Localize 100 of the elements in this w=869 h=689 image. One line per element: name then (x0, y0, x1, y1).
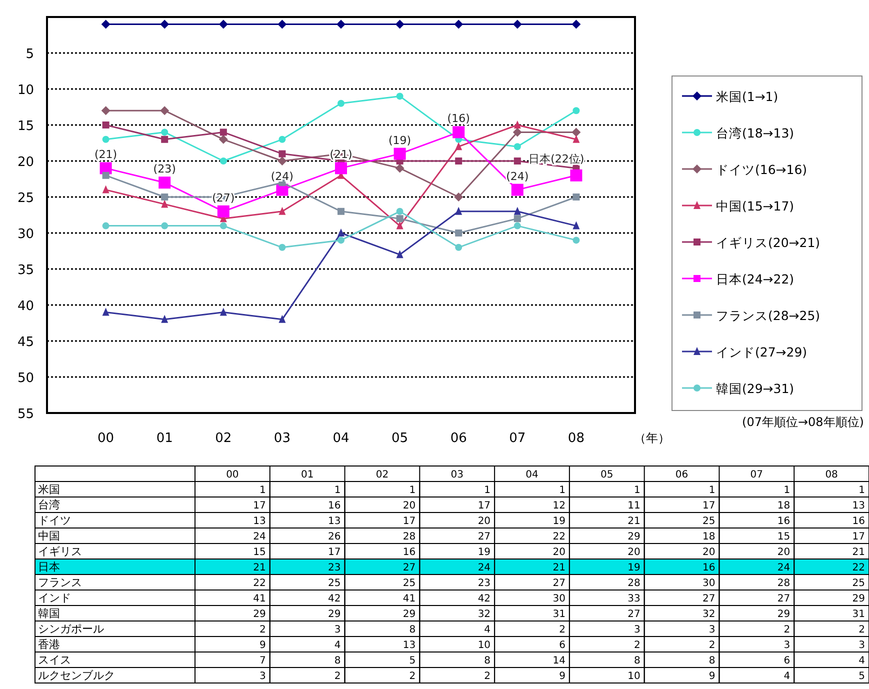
data-label: 32 (702, 609, 716, 620)
point (512, 20, 522, 29)
data-label: 20 (702, 547, 716, 558)
data-label: 2 (409, 671, 416, 682)
point (160, 20, 170, 29)
data-label: 8 (334, 656, 341, 666)
data-label: 20 (552, 547, 566, 558)
data-label: 41 (402, 594, 416, 604)
point (572, 134, 580, 143)
data-label: 15 (777, 532, 790, 542)
data-label: 13 (328, 516, 341, 527)
data-label: 17 (328, 547, 341, 558)
data-label: 41 (253, 594, 266, 604)
data-label: 20 (402, 500, 416, 512)
point (218, 20, 228, 29)
data-label: 26 (328, 532, 341, 542)
point (396, 215, 404, 222)
data-label: 27 (628, 609, 640, 620)
data-label: 5 (858, 671, 865, 682)
y-tick-label: ルクセンブルク (38, 669, 115, 682)
x-axis-title: （年） (634, 431, 670, 445)
data-label: 20 (777, 547, 790, 558)
point (514, 222, 521, 230)
data-label: 13 (402, 640, 416, 651)
data-label: 6 (559, 640, 566, 651)
y-tick-label: インド (38, 592, 71, 604)
point (102, 308, 110, 316)
y-tick-label: フランス (38, 576, 82, 589)
y-tick-label: 15 (17, 119, 34, 134)
point (338, 100, 344, 107)
point (102, 222, 110, 230)
data-label: 25 (852, 578, 865, 589)
x-tick-label: 00 (226, 470, 239, 480)
data-label: 1 (708, 485, 716, 496)
point (514, 120, 521, 128)
data-label: 3 (334, 624, 341, 636)
point (220, 308, 227, 316)
data-label: 27 (402, 562, 416, 574)
data-label: 24 (777, 562, 790, 574)
y-tick-label: 55 (17, 407, 34, 422)
data-label: 2 (858, 624, 865, 636)
point (455, 142, 462, 150)
data-label: (16) (447, 112, 470, 126)
data-label: 18 (702, 532, 716, 542)
point (572, 128, 581, 137)
data-label: 1 (634, 485, 640, 496)
point (101, 20, 110, 29)
x-tick-label: 00 (98, 431, 114, 446)
point (102, 172, 110, 179)
data-label: 27 (702, 594, 716, 604)
data-label: 31 (852, 609, 865, 620)
x-tick-label: 01 (300, 470, 314, 480)
data-label: (19) (388, 134, 412, 147)
y-tick-label: 45 (17, 335, 34, 350)
data-label: 27 (777, 594, 790, 604)
data-label: 29 (253, 609, 266, 620)
data-label: 6 (784, 656, 790, 666)
data-label: 23 (478, 578, 491, 589)
point (572, 236, 580, 244)
y-tick-label: 25 (17, 191, 34, 206)
x-tick-label: 04 (332, 431, 350, 446)
y-tick-label: 50 (17, 371, 34, 386)
point (100, 162, 112, 174)
legend-label: フランス(28→25) (716, 308, 820, 323)
data-label: 1 (484, 485, 491, 496)
point (396, 250, 404, 258)
point (572, 107, 580, 114)
data-label: 8 (708, 656, 716, 666)
point (572, 221, 580, 230)
data-label: 16 (852, 516, 865, 527)
x-tick-label: 03 (274, 431, 290, 446)
data-label: 2 (784, 624, 790, 636)
legend-label: 台湾(18→13) (716, 126, 794, 140)
legend-label: インド(27→29) (716, 344, 808, 360)
y-tick-label: 10 (17, 83, 34, 98)
data-label: 25 (702, 516, 716, 527)
point (338, 208, 344, 215)
data-label: 2 (334, 671, 341, 682)
x-tick-label: 07 (509, 431, 526, 446)
data-label: 13 (852, 500, 865, 512)
data-label: 4 (784, 671, 790, 682)
data-label: 1 (858, 485, 865, 496)
data-label: 8 (634, 656, 640, 666)
point (220, 158, 227, 164)
data-label: 4 (484, 624, 491, 636)
data-label: 日本(22位) (528, 152, 584, 166)
data-label: 1 (409, 485, 416, 496)
x-tick-label: 08 (825, 470, 838, 480)
legend-label: ドイツ(16→16) (716, 162, 808, 177)
point (161, 194, 168, 200)
data-label: 21 (852, 547, 865, 558)
data-label: 9 (708, 671, 716, 682)
x-tick-label: 07 (750, 470, 764, 480)
y-tick-label: 5 (26, 47, 34, 62)
data-label: (24) (506, 170, 529, 183)
data-label: 10 (628, 671, 640, 682)
point (454, 192, 464, 202)
y-tick-label: 30 (17, 227, 34, 242)
x-tick-label: 06 (450, 431, 467, 446)
data-label: 4 (334, 640, 341, 651)
